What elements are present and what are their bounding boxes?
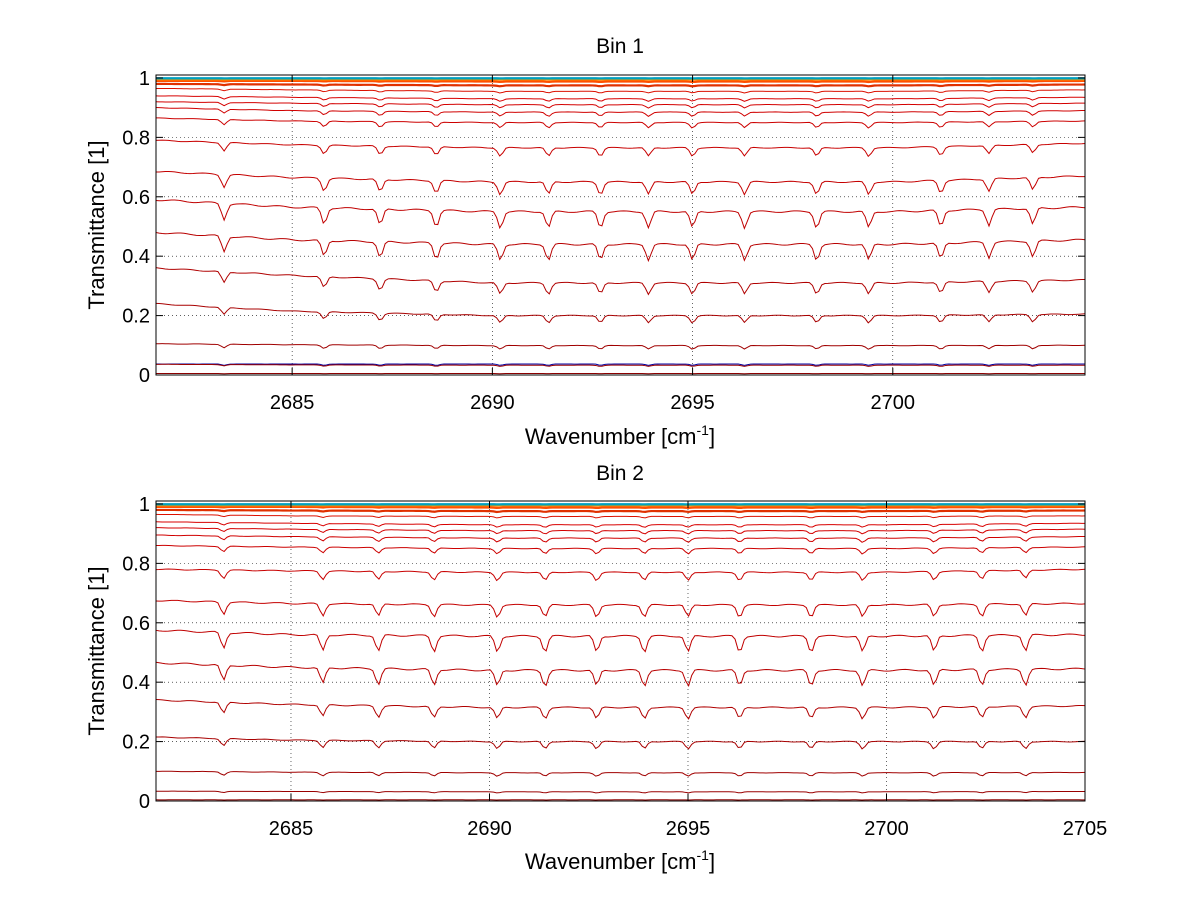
x-tick-label: 2705 [1063, 818, 1108, 840]
x-tick-label: 2695 [670, 392, 715, 414]
series-line [155, 139, 1086, 158]
bin-2-title: Bin 2 [596, 462, 644, 485]
bin-1-series-group [155, 77, 1086, 375]
bin-1-ticks: 2685 2690 2695 2700 0 0.2 0.4 0.6 0.8 1 [122, 68, 1085, 414]
y-tick-label: 0.8 [122, 127, 150, 149]
series-line [155, 343, 1086, 350]
series-line [155, 170, 1086, 196]
y-tick-label: 0 [139, 791, 150, 813]
series-line [155, 521, 1086, 528]
y-tick-label: 0.8 [122, 553, 150, 575]
bin-1-x-axis-label: Wavenumber [cm-1] [525, 422, 715, 449]
series-line [155, 505, 1086, 510]
series-line [155, 544, 1086, 555]
series-line [155, 82, 1086, 88]
y-tick-label: 0.4 [122, 246, 150, 268]
series-line [155, 101, 1086, 109]
bin-2-series-group [155, 503, 1086, 801]
y-tick-label: 1 [139, 68, 150, 90]
series-line [155, 199, 1086, 230]
series-line [156, 508, 1086, 514]
x-tick-label: 2690 [470, 392, 515, 414]
series-line [155, 790, 1086, 794]
series-line [155, 527, 1086, 535]
series-line [155, 568, 1086, 582]
y-tick-label: 0.2 [122, 732, 150, 754]
bin-1-axes-frame [155, 74, 1086, 376]
series-line [155, 87, 1086, 94]
series-line [155, 629, 1086, 653]
series-line [155, 232, 1086, 263]
bin-1-y-axis-label: Transmittance [1] [84, 140, 109, 309]
series-line [155, 363, 1086, 367]
y-tick-label: 0.2 [122, 306, 150, 328]
series-line [155, 661, 1086, 687]
series-line [155, 736, 1086, 750]
series-line [155, 79, 1086, 84]
y-tick-label: 0.6 [122, 613, 150, 635]
y-tick-label: 0.4 [122, 672, 150, 694]
series-line [155, 363, 1086, 366]
series-line [155, 302, 1086, 324]
y-tick-label: 1 [139, 494, 150, 516]
series-line [155, 698, 1086, 720]
bin-2-ticks: 2685 2690 2695 2700 2705 0 0.2 0.4 0.6 0.8 1 [122, 494, 1107, 840]
series-line [155, 599, 1086, 618]
bin-1-title: Bin 1 [596, 35, 644, 58]
series-line [155, 267, 1085, 296]
y-tick-label: 0 [139, 365, 150, 387]
x-tick-label: 2685 [269, 818, 314, 840]
x-tick-label: 2685 [270, 392, 315, 414]
bin-2-y-axis-label: Transmittance [1] [84, 566, 109, 735]
y-tick-label: 0.6 [122, 187, 150, 209]
series-line [156, 534, 1086, 543]
x-tick-label: 2690 [467, 818, 512, 840]
bin-2-axes: Bin 2 2685 2690 2695 2700 2705 0 0.2 0.4 0.6 0.8 1… [84, 462, 1107, 874]
series-line [155, 117, 1086, 129]
series-line [155, 95, 1086, 102]
x-tick-label: 2700 [864, 818, 909, 840]
bin-2-axes-frame [155, 500, 1086, 802]
x-tick-label: 2700 [871, 392, 916, 414]
bin-1-axes: Bin 1 2685 2690 2695 2700 0 0.2 0.4 0.6 0.8 1 Wav… [84, 35, 1086, 449]
bin-2-x-axis-label: Wavenumber [cm-1] [525, 847, 715, 874]
series-line [155, 513, 1086, 519]
x-tick-label: 2695 [666, 818, 711, 840]
series-line [155, 770, 1086, 777]
series-line [155, 106, 1086, 117]
